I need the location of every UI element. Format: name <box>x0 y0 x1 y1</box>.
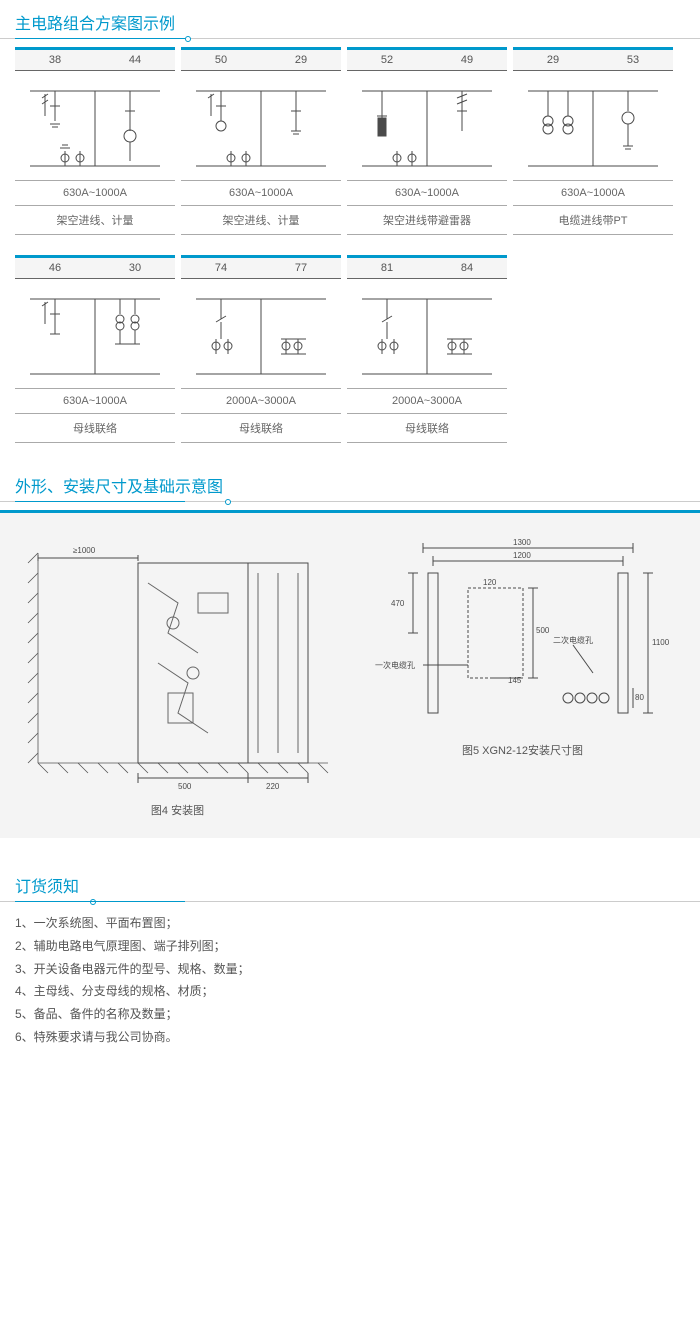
diagram-card: 50 29 630A~1000A 架空进线、计量 <box>181 47 341 235</box>
dim-145: 145 <box>508 676 522 685</box>
diagram-header: 52 49 <box>347 50 507 71</box>
order-item: 1、一次系统图、平面布置图； <box>15 912 685 935</box>
order-item: 5、备品、备件的名称及数量； <box>15 1003 685 1026</box>
dim-w1: 500 <box>178 782 192 791</box>
order-item: 4、主母线、分支母线的规格、材质； <box>15 980 685 1003</box>
diagram-rating: 2000A~3000A <box>181 389 341 414</box>
diagram-desc: 母线联络 <box>181 414 341 443</box>
circuit-icon <box>352 284 502 384</box>
diagram-rating: 630A~1000A <box>15 181 175 206</box>
diagram-num-left: 46 <box>49 262 61 274</box>
fig5-caption: 图5 XGN2-12安装尺寸图 <box>360 742 685 758</box>
install-drawing-icon: ≥1000 500 220 <box>18 533 338 793</box>
order-list: 1、一次系统图、平面布置图； 2、辅助电路电气原理图、端子排列图； 3、开关设备… <box>0 902 700 1069</box>
diagram-card: 52 49 630A~1000A 架空进线带避雷器 <box>347 47 507 235</box>
diagram-num-left: 50 <box>215 54 227 66</box>
diagram-rating: 630A~1000A <box>15 389 175 414</box>
diagram-card: 29 53 630A~1000A 电缆进线带PT <box>513 47 673 235</box>
diagram-body <box>347 279 507 389</box>
circuit-icon <box>518 76 668 176</box>
diagram-rating: 630A~1000A <box>513 181 673 206</box>
diagram-header: 74 77 <box>181 258 341 279</box>
diagram-desc: 架空进线、计量 <box>15 206 175 235</box>
diagram-body <box>15 279 175 389</box>
diagram-header: 81 84 <box>347 258 507 279</box>
section-title-text: 主电路组合方案图示例 <box>15 16 175 33</box>
dim-clearance: ≥1000 <box>73 546 96 555</box>
diagram-body <box>181 71 341 181</box>
diagram-card: 38 44 630A~1000A 架空进线、计量 <box>15 47 175 235</box>
diagram-desc: 母线联络 <box>347 414 507 443</box>
circuit-icon <box>20 284 170 384</box>
section-title-install: 外形、安装尺寸及基础示意图 <box>0 463 700 502</box>
diagram-header: 38 44 <box>15 50 175 71</box>
diagram-desc: 架空进线带避雷器 <box>347 206 507 235</box>
diagram-num-left: 52 <box>381 54 393 66</box>
diagram-num-right: 53 <box>627 54 639 66</box>
diagram-num-right: 84 <box>461 262 473 274</box>
title-dot <box>90 899 96 905</box>
diagram-num-right: 30 <box>129 262 141 274</box>
diagram-header: 50 29 <box>181 50 341 71</box>
diagram-num-right: 44 <box>129 54 141 66</box>
label-secondary: 二次电缆孔 <box>553 635 593 645</box>
diagram-num-left: 81 <box>381 262 393 274</box>
diagram-rating: 2000A~3000A <box>347 389 507 414</box>
section-title-circuit: 主电路组合方案图示例 <box>0 0 700 39</box>
order-item: 3、开关设备电器元件的型号、规格、数量； <box>15 958 685 981</box>
diagram-rating: 630A~1000A <box>181 181 341 206</box>
diagram-row-2: 46 30 630A~1000A 母线联络 74 77 <box>0 247 700 443</box>
order-item: 6、特殊要求请与我公司协商。 <box>15 1026 685 1049</box>
dim-80: 80 <box>635 693 644 702</box>
section-title-text: 订货须知 <box>15 879 79 896</box>
diagram-rating: 630A~1000A <box>347 181 507 206</box>
install-body: ≥1000 500 220 图4 安装图 <box>0 510 700 838</box>
dim-1300: 1300 <box>513 538 531 547</box>
diagram-desc: 母线联络 <box>15 414 175 443</box>
diagram-card: 46 30 630A~1000A 母线联络 <box>15 255 175 443</box>
dimension-drawing-icon: 1300 1200 120 470 500 1100 <box>373 533 673 733</box>
circuit-icon <box>352 76 502 176</box>
section-title-text: 外形、安装尺寸及基础示意图 <box>15 479 223 496</box>
circuit-icon <box>186 76 336 176</box>
dim-w2: 220 <box>266 782 280 791</box>
title-dot <box>225 499 231 505</box>
diagram-body <box>181 279 341 389</box>
fig4-caption: 图4 安装图 <box>15 802 340 818</box>
diagram-card: 81 84 2000A~3000A 母线联络 <box>347 255 507 443</box>
install-left: ≥1000 500 220 图4 安装图 <box>15 533 340 818</box>
diagram-num-right: 29 <box>295 54 307 66</box>
diagram-body <box>347 71 507 181</box>
dim-470: 470 <box>391 599 405 608</box>
circuit-icon <box>20 76 170 176</box>
diagram-num-left: 38 <box>49 54 61 66</box>
section-title-order: 订货须知 <box>0 863 700 902</box>
title-dot <box>185 36 191 42</box>
dim-500: 500 <box>536 626 550 635</box>
diagram-num-left: 74 <box>215 262 227 274</box>
diagram-header: 29 53 <box>513 50 673 71</box>
order-item: 2、辅助电路电气原理图、端子排列图； <box>15 935 685 958</box>
circuit-icon <box>186 284 336 384</box>
dim-1100: 1100 <box>652 638 670 647</box>
diagram-num-right: 77 <box>295 262 307 274</box>
dim-120: 120 <box>483 578 497 587</box>
diagram-body <box>513 71 673 181</box>
diagram-desc: 电缆进线带PT <box>513 206 673 235</box>
diagram-num-right: 49 <box>461 54 473 66</box>
diagram-header: 46 30 <box>15 258 175 279</box>
install-right: 1300 1200 120 470 500 1100 <box>360 533 685 818</box>
diagram-desc: 架空进线、计量 <box>181 206 341 235</box>
diagram-row-1: 38 44 630A~1000A 架空进线、计量 50 29 <box>0 39 700 235</box>
dim-1200: 1200 <box>513 551 531 560</box>
label-primary: 一次电缆孔 <box>375 660 415 670</box>
install-section: 外形、安装尺寸及基础示意图 ≥1000 <box>0 463 700 838</box>
diagram-num-left: 29 <box>547 54 559 66</box>
diagram-card: 74 77 2000A~3000A 母线联络 <box>181 255 341 443</box>
diagram-body <box>15 71 175 181</box>
